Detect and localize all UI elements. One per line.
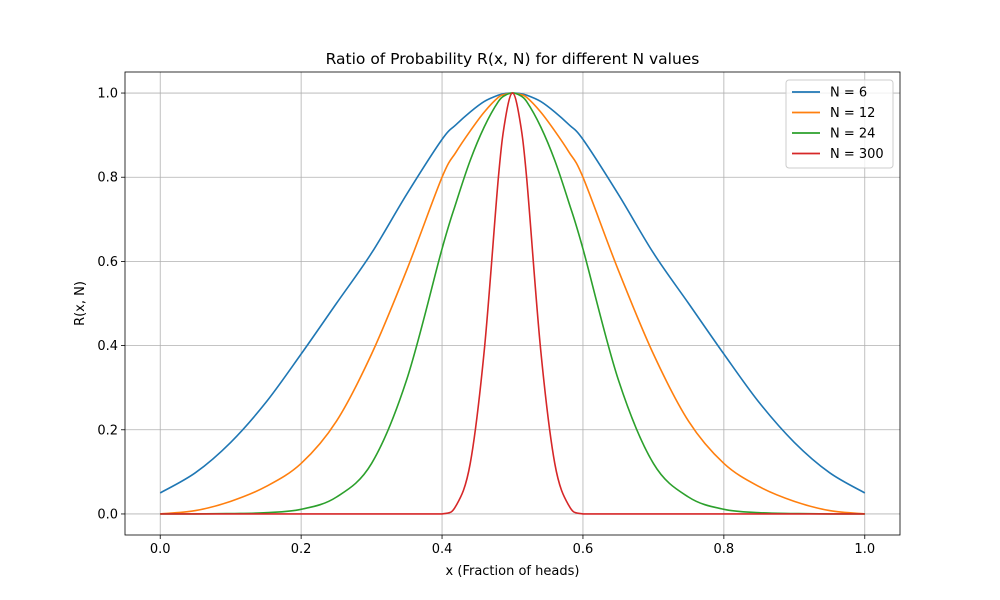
series-line-4	[160, 92, 865, 515]
legend-label-3: N = 24	[830, 127, 875, 142]
y-tick-label: 1.0	[97, 87, 118, 102]
legend-label-2: N = 12	[830, 106, 875, 121]
x-axis-label: x (Fraction of heads)	[446, 564, 580, 579]
legend-box	[785, 79, 894, 169]
chart-title: Ratio of Probability R(x, N) for differe…	[326, 50, 700, 68]
y-tick-label: 0.6	[97, 255, 118, 270]
x-tick-label: 0.0	[150, 542, 171, 557]
y-tick-label: 0.0	[97, 507, 118, 522]
y-axis-label: R(x, N)	[73, 281, 88, 326]
plot-series	[159, 92, 866, 515]
x-tick-label: 0.8	[714, 542, 735, 557]
legend-label-4: N = 300	[830, 147, 884, 162]
x-tick-label: 0.4	[432, 542, 453, 557]
axis-ticks: 0.0 0.2 0.4 0.6 0.8 1.0 0.0 0.2 0.4 0.6 0.8 1.0	[97, 87, 875, 557]
legend-label-1: N = 6	[830, 86, 867, 101]
x-tick-label: 0.6	[573, 542, 594, 557]
y-tick-label: 0.4	[97, 339, 118, 354]
y-tick-label: 0.2	[97, 423, 118, 438]
legend: N = 6 N = 12 N = 24 N = 300	[785, 79, 894, 169]
x-tick-label: 1.0	[854, 542, 875, 557]
x-tick-label: 0.2	[291, 542, 312, 557]
y-tick-label: 0.8	[97, 171, 118, 186]
axes-frame	[124, 71, 901, 536]
